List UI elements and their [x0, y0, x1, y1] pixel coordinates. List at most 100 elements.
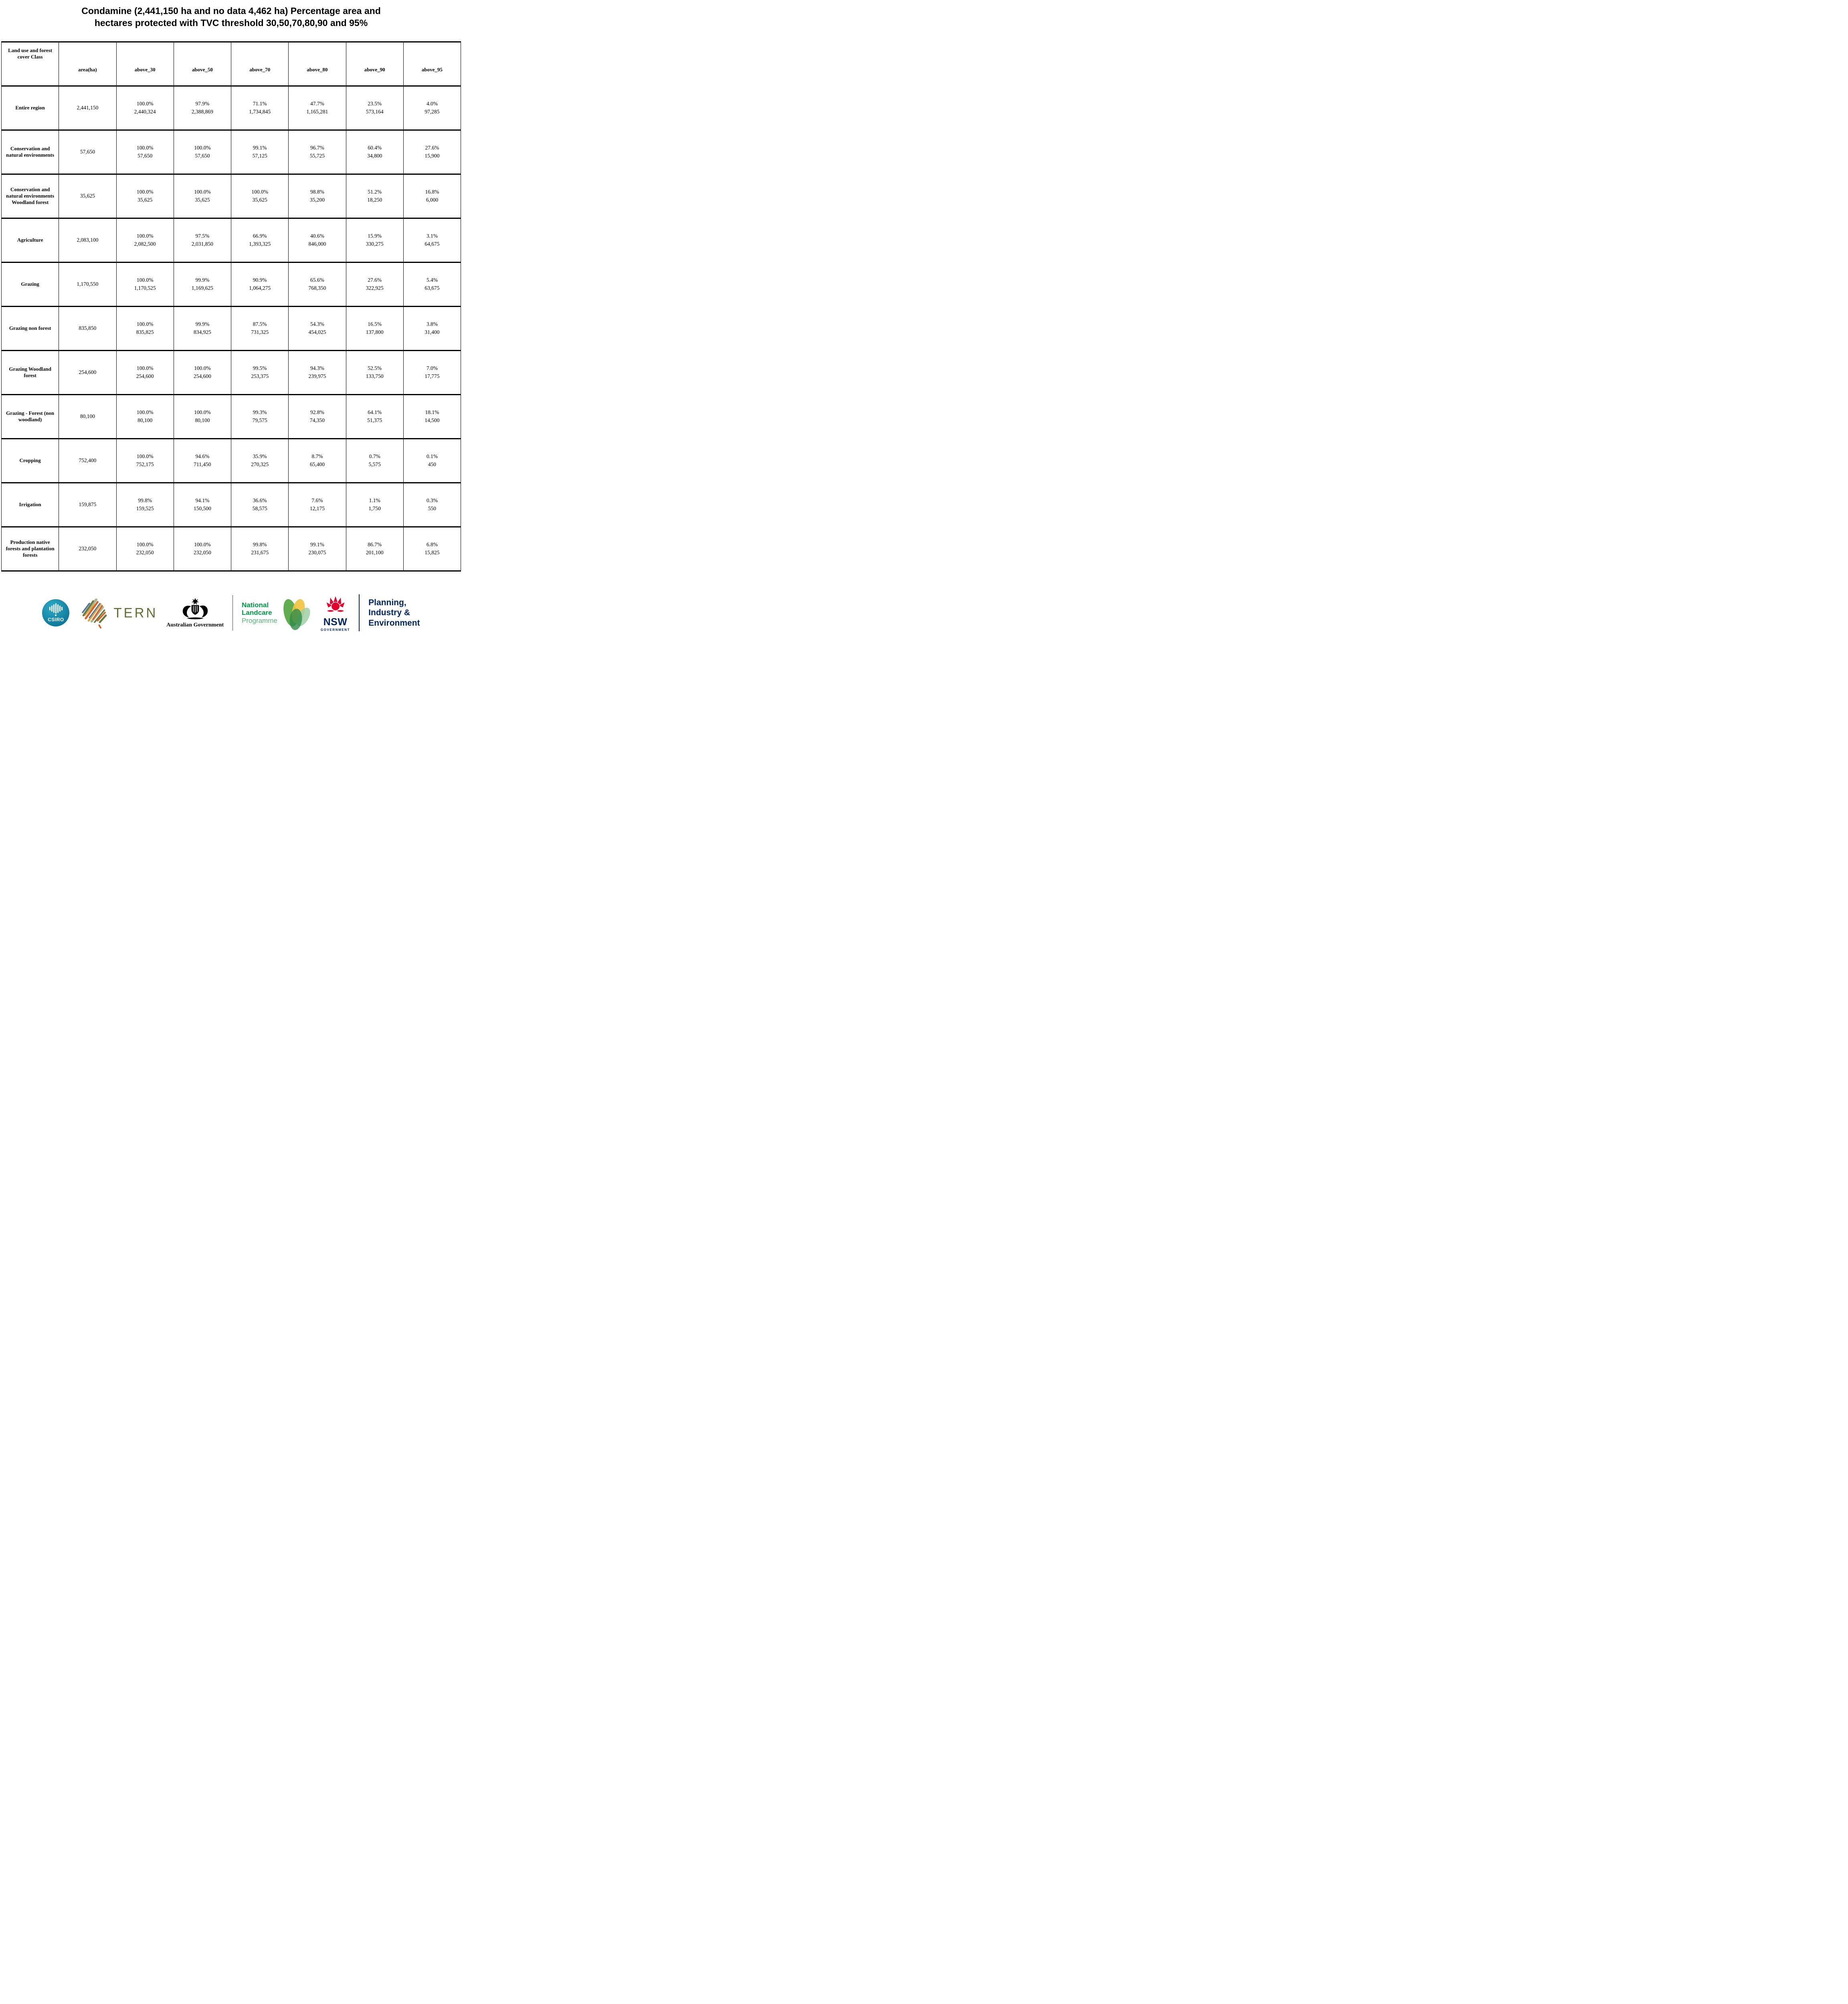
landcare-line-2: Landcare [242, 609, 272, 617]
hectares-value: 835,825 [136, 329, 154, 335]
row-threshold-cell: 100.0% 57,650 [116, 129, 174, 175]
hectares-value: 35,625 [137, 197, 153, 203]
percent-value: 90.9% [253, 277, 267, 283]
hectares-value: 2,440,324 [134, 109, 156, 115]
percent-value: 100.0% [136, 144, 154, 151]
hectares-value: 12,175 [309, 505, 325, 512]
landcare-line-3: Programme [242, 616, 277, 624]
percent-value: 6.8% [426, 541, 438, 547]
nsw-government-label: GOVERNMENT [320, 628, 350, 632]
hectares-value: 133,750 [366, 373, 384, 380]
row-threshold-cell: 52.5% 133,750 [346, 349, 404, 395]
row-class-label: Conservation and natural environments [1, 129, 59, 175]
percent-value: 7.0% [426, 365, 438, 371]
row-threshold-cell: 100.0% 2,082,500 [116, 217, 174, 263]
row-threshold-cell: 40.6% 846,000 [288, 217, 346, 263]
percent-value: 3.8% [426, 321, 438, 327]
csiro-label: CSIRO [48, 617, 64, 622]
percent-value: 100.0% [136, 232, 154, 239]
logo-strip: CSIRO TERN [0, 587, 462, 639]
tern-logo: TERN [78, 596, 158, 630]
hectares-value: 15,825 [425, 549, 440, 556]
table-row: Cropping 752,400 100.0% 752,175 94.6% 711,450… [1, 438, 461, 483]
row-threshold-cell: 99.1% 230,075 [288, 526, 346, 572]
row-class-label: Cropping [1, 438, 59, 483]
column-header-above-95: above_95 [403, 41, 461, 87]
hectares-value: 1,393,325 [249, 241, 271, 247]
row-threshold-cell: 86.7% 201,100 [346, 526, 404, 572]
table-header: Land use and forest cover Class area(ha)… [1, 41, 461, 87]
row-threshold-cell: 99.8% 159,525 [116, 482, 174, 527]
row-threshold-cell: 3.8% 31,400 [403, 305, 461, 351]
percent-value: 99.9% [195, 277, 210, 283]
row-area-value: 1,170,550 [59, 261, 117, 307]
title-line-2: hectares protected with TVC threshold 30… [94, 18, 368, 28]
row-class-label: Agriculture [1, 217, 59, 263]
australian-coat-of-arms-icon [182, 598, 208, 619]
percent-value: 99.5% [253, 365, 267, 371]
percent-value: 35.9% [253, 453, 267, 459]
row-threshold-cell: 99.1% 57,125 [230, 129, 289, 175]
column-header-area: area(ha) [59, 41, 117, 87]
row-class-label: Entire region [1, 85, 59, 131]
row-threshold-cell: 100.0% 2,440,324 [116, 85, 174, 131]
percent-value: 100.0% [194, 144, 211, 151]
hectares-value: 231,675 [251, 549, 269, 556]
hectares-value: 752,175 [136, 461, 154, 468]
row-threshold-cell: 4.0% 97,285 [403, 85, 461, 131]
hectares-value: 232,050 [136, 549, 154, 556]
hectares-value: 80,100 [195, 417, 210, 424]
table-row: Conservation and natural environments 57,… [1, 129, 461, 175]
percent-value: 99.9% [195, 321, 210, 327]
hectares-value: 711,450 [194, 461, 211, 468]
percent-value: 100.0% [194, 188, 211, 195]
row-area-value: 2,441,150 [59, 85, 117, 131]
row-area-value: 254,600 [59, 349, 117, 395]
percent-value: 97.9% [195, 100, 210, 107]
row-class-label: Grazing - Forest (non woodland) [1, 394, 59, 439]
percent-value: 98.8% [310, 188, 324, 195]
hectares-value: 239,975 [308, 373, 326, 380]
hectares-value: 1,734,845 [249, 109, 271, 115]
percent-value: 99.8% [138, 497, 152, 503]
hectares-value: 454,025 [308, 329, 326, 335]
row-threshold-cell: 94.6% 711,450 [173, 438, 232, 483]
percent-value: 92.8% [310, 409, 324, 415]
hectares-value: 230,075 [308, 549, 326, 556]
percent-value: 4.0% [426, 100, 438, 107]
percent-value: 64.1% [368, 409, 382, 415]
row-threshold-cell: 64.1% 51,375 [346, 394, 404, 439]
percent-value: 100.0% [136, 277, 154, 283]
row-area-value: 57,650 [59, 129, 117, 175]
percent-value: 100.0% [136, 365, 154, 371]
hectares-value: 97,285 [425, 109, 440, 115]
australian-government-label: Australian Government [166, 622, 224, 628]
percent-value: 100.0% [194, 409, 211, 415]
percent-value: 47.7% [310, 100, 324, 107]
column-header-class: Land use and forest cover Class [1, 41, 59, 87]
row-threshold-cell: 100.0% 35,625 [230, 173, 289, 219]
row-threshold-cell: 92.8% 74,350 [288, 394, 346, 439]
percent-value: 8.7% [311, 453, 323, 459]
row-threshold-cell: 100.0% 35,625 [116, 173, 174, 219]
row-threshold-cell: 51.2% 18,250 [346, 173, 404, 219]
hectares-value: 57,650 [195, 153, 210, 159]
hectares-value: 2,082,500 [134, 241, 156, 247]
percent-value: 100.0% [136, 321, 154, 327]
row-threshold-cell: 35.9% 270,325 [230, 438, 289, 483]
hectares-value: 731,325 [251, 329, 269, 335]
hectares-value: 450 [428, 461, 436, 468]
hectares-value: 35,625 [252, 197, 267, 203]
row-threshold-cell: 3.1% 64,675 [403, 217, 461, 263]
row-threshold-cell: 7.6% 12,175 [288, 482, 346, 527]
percent-value: 99.8% [253, 541, 267, 547]
hectares-value: 254,600 [136, 373, 154, 380]
percent-value: 100.0% [136, 541, 154, 547]
percent-value: 94.3% [310, 365, 324, 371]
row-area-value: 835,850 [59, 305, 117, 351]
table-row: Irrigation 159,875 99.8% 159,525 94.1% 150,50… [1, 482, 461, 527]
percent-value: 87.5% [253, 321, 267, 327]
percent-value: 100.0% [136, 188, 154, 195]
row-class-label: Conservation and natural environments Wo… [1, 173, 59, 219]
percent-value: 100.0% [251, 188, 268, 195]
